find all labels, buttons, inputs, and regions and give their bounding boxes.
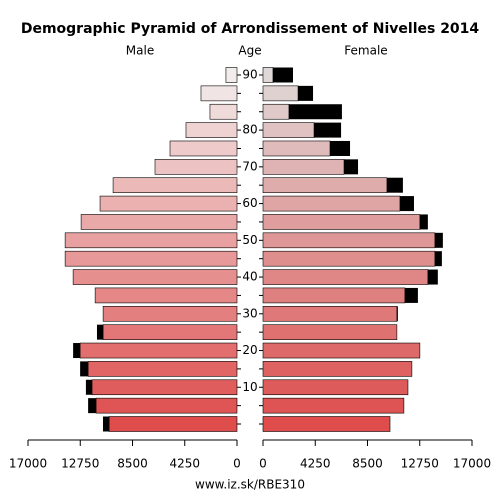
- bar-extra: [288, 104, 342, 120]
- bar-extra: [330, 140, 351, 156]
- x-tick-label: 8500: [352, 457, 383, 471]
- bar: [262, 140, 331, 157]
- bar: [79, 342, 238, 359]
- footer: www.iz.sk/RBE310: [195, 478, 305, 492]
- age-label: 70: [242, 159, 257, 173]
- bar: [262, 305, 398, 322]
- bar-extra: [88, 398, 97, 414]
- age-label: 50: [242, 233, 257, 247]
- bar-extra: [427, 269, 438, 285]
- legend-female: Female: [344, 44, 387, 58]
- bar: [262, 195, 401, 212]
- bar-extra: [73, 343, 81, 359]
- bar: [262, 342, 421, 359]
- bar-extra: [404, 287, 418, 303]
- x-tick-label: 17000: [453, 457, 491, 471]
- bar: [102, 305, 238, 322]
- bar: [262, 250, 436, 267]
- bar: [262, 67, 274, 83]
- bar: [99, 195, 238, 212]
- bar: [262, 177, 388, 194]
- bar: [185, 122, 238, 138]
- bar-extra: [396, 306, 398, 322]
- bar: [102, 324, 238, 340]
- age-label: 60: [242, 196, 257, 210]
- bar: [64, 232, 238, 249]
- age-label: 40: [242, 270, 257, 284]
- bar: [262, 85, 299, 102]
- axis-label: Age: [238, 44, 261, 58]
- x-tick-label: 4250: [169, 457, 200, 471]
- bar-extra: [434, 251, 442, 267]
- bar: [262, 214, 421, 230]
- bar-extra: [80, 361, 89, 377]
- bar: [112, 177, 238, 194]
- bar: [262, 416, 391, 432]
- bar: [262, 122, 315, 138]
- bar: [262, 379, 409, 396]
- bar: [91, 379, 238, 396]
- chart-title: Demographic Pyramid of Arrondissement of…: [21, 21, 480, 37]
- x-tick-label: 0: [259, 457, 267, 471]
- bar: [64, 250, 238, 267]
- x-tick-label: 8500: [117, 457, 148, 471]
- age-label: 10: [242, 380, 257, 394]
- bar: [225, 67, 238, 83]
- bar-extra: [344, 159, 359, 175]
- bar-extra: [298, 85, 314, 101]
- bar: [262, 361, 413, 377]
- bar: [262, 324, 398, 340]
- age-label: 80: [242, 123, 257, 137]
- bar: [262, 232, 436, 249]
- bar: [262, 269, 429, 285]
- bar: [209, 103, 238, 120]
- x-tick-label: 12750: [61, 457, 99, 471]
- bar: [262, 287, 406, 304]
- x-tick-label: 4250: [300, 457, 331, 471]
- bar-extra: [96, 324, 104, 340]
- x-tick-label: 17000: [9, 457, 47, 471]
- bar: [262, 397, 405, 414]
- bar: [108, 416, 238, 432]
- bar-extra: [314, 122, 342, 138]
- bar-extra: [434, 232, 443, 248]
- bar-extra: [386, 177, 403, 193]
- bar: [94, 287, 238, 304]
- bar: [154, 159, 238, 175]
- bar: [169, 140, 238, 157]
- bar-extra: [419, 214, 428, 230]
- age-label: 20: [242, 343, 257, 357]
- age-label: 30: [242, 306, 257, 320]
- age-label: 90: [242, 68, 257, 82]
- bar-extra: [102, 416, 110, 432]
- bar: [80, 214, 238, 230]
- legend-male: Male: [126, 44, 154, 58]
- x-tick-label: 0: [233, 457, 241, 471]
- bar: [87, 361, 238, 377]
- bar-extra: [85, 379, 93, 395]
- bar-extra: [272, 67, 293, 83]
- x-tick-label: 12750: [401, 457, 439, 471]
- bar: [200, 85, 238, 102]
- bar: [262, 159, 345, 175]
- bar: [262, 103, 290, 120]
- bar-extra: [399, 196, 414, 212]
- bar: [72, 269, 238, 285]
- bar: [95, 397, 238, 414]
